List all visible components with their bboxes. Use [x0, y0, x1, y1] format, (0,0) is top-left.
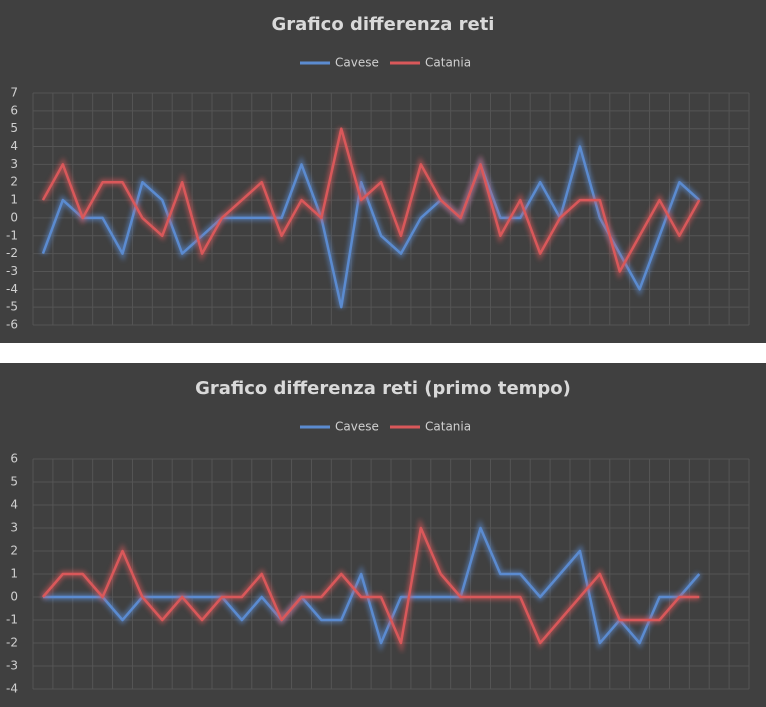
y-tick-label: 4 — [10, 139, 18, 153]
y-tick-label: -3 — [6, 264, 18, 278]
series-line — [41, 145, 701, 309]
y-tick-label: 6 — [10, 452, 18, 466]
y-tick-label: 0 — [10, 590, 18, 604]
y-tick-label: 3 — [10, 157, 18, 171]
y-tick-label: -2 — [6, 246, 18, 260]
y-tick-label: 5 — [10, 475, 18, 489]
y-tick-label: -4 — [6, 682, 18, 696]
chart-title: Grafico differenza reti (primo tempo) — [195, 378, 571, 399]
y-tick-label: 5 — [10, 121, 18, 135]
chart-title: Grafico differenza reti — [272, 14, 495, 35]
y-tick-label: 2 — [10, 544, 18, 558]
series-line — [42, 526, 701, 645]
y-tick-label: 7 — [10, 86, 18, 100]
chart: Grafico differenza reti -6 -5 -4 -3 -2 -1 0 1 2 3… — [0, 0, 766, 343]
legend-label: Cavese — [335, 56, 379, 70]
y-tick-label: -3 — [6, 659, 18, 673]
y-tick-label: 0 — [10, 210, 18, 224]
y-tick-label: -1 — [6, 228, 18, 242]
y-tick-label: 2 — [10, 175, 18, 189]
y-tick-label: -5 — [6, 300, 18, 314]
legend-label: Cavese — [335, 420, 379, 434]
y-tick-label: 3 — [10, 521, 18, 535]
legend-label: Catania — [425, 420, 471, 434]
chart: Grafico differenza reti (primo tempo) -4… — [0, 363, 766, 707]
series-line — [41, 127, 701, 273]
y-tick-label: -6 — [6, 318, 18, 332]
y-tick-label: 4 — [10, 498, 18, 512]
y-tick-label: 1 — [10, 193, 18, 207]
y-tick-label: 1 — [10, 567, 18, 581]
y-tick-label: -4 — [6, 282, 18, 296]
y-tick-label: 6 — [10, 103, 18, 117]
y-tick-label: -1 — [6, 613, 18, 627]
legend-label: Catania — [425, 56, 471, 70]
y-tick-label: -2 — [6, 636, 18, 650]
series-line — [41, 526, 700, 645]
